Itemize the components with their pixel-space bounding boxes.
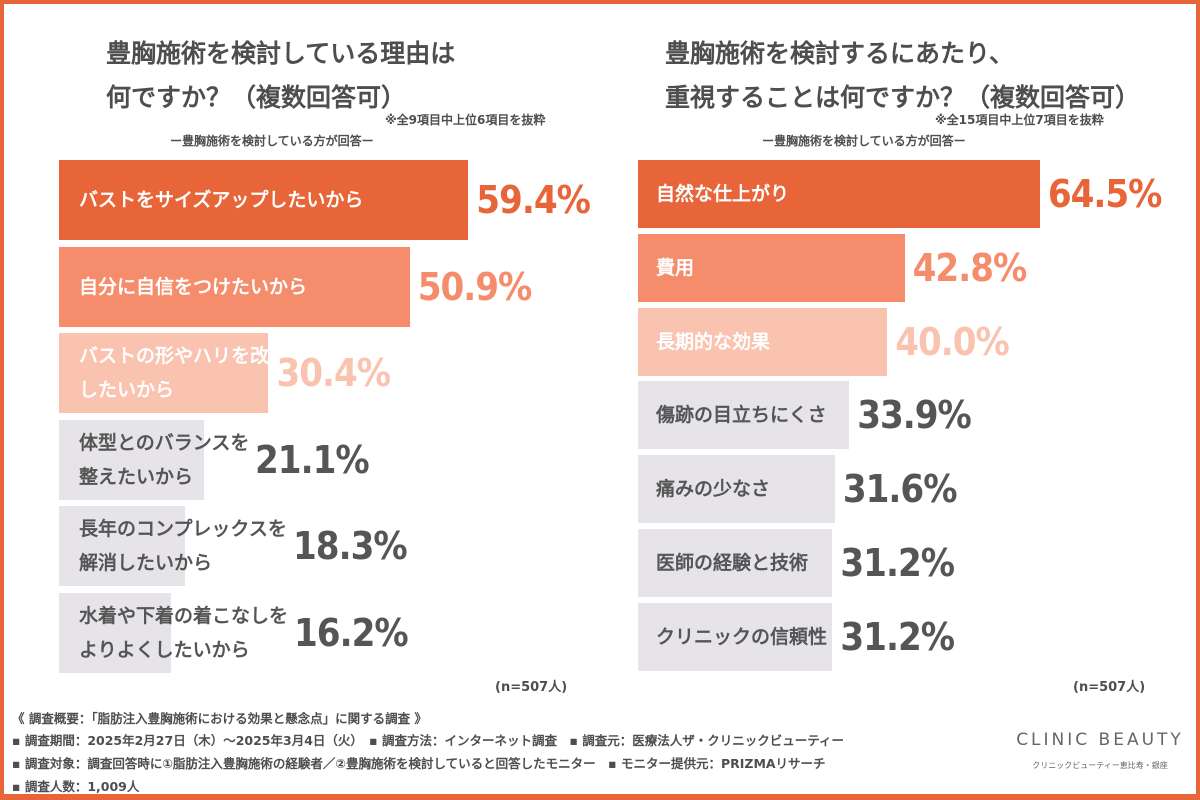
value-label: 50.9% [417,264,533,309]
note-left: ※全9項目中上位6項目を抜粋 [385,113,546,127]
bar-label: バストの形やハリを改善 したいから [79,345,289,401]
value-label: 18.3% [293,524,408,568]
chart-title-left: 豊胸施術を検討している理由は 何ですか？（複数回答可） [106,39,456,112]
sample-size-right: (n=507人) [1073,680,1146,695]
value-label: 31.2% [840,541,955,585]
bar [638,455,835,524]
logo-sub: クリニックビューティー恵比寿・銀座 [1032,761,1168,770]
bar-label: 自然な仕上がり [656,183,790,205]
footer-period: ▪ 調査期間：2025年2月27日（木）〜2025年3月4日（火） ▪ 調査方法… [12,733,845,748]
bar-label: 長期的な効果 [656,330,771,353]
bar [59,419,205,500]
bar-label: 傷跡の目立ちにくさ [656,404,827,427]
bar-label: 費用 [656,256,695,279]
bar [638,307,888,376]
bar-label: 自分に自信をつけたいから [79,275,308,298]
bar-label: 長年のコンプレックスを 解消したいから [79,518,287,574]
value-label: 33.9% [857,393,972,438]
bar-label: バストをサイズアップしたいから [79,189,364,211]
bar [638,233,905,302]
bar-label: 痛みの少なさ [656,478,771,501]
bar [59,333,269,413]
bar [59,246,410,327]
value-label: 16.2% [294,610,409,655]
bar [59,160,469,240]
value-label: 40.0% [895,319,1010,364]
value-label: 64.5% [1047,172,1163,216]
value-label: 42.8% [912,245,1028,290]
footer-summary: 《 調査概要：「脂肪注入豊胸施術における効果と懸念点」に関する調査 》 [12,711,427,726]
subtitle-left: ー豊胸施術を検討している方が回答ー [170,134,374,148]
note-right: ※全15項目中上位7項目を抜粋 [935,113,1104,127]
bar [638,381,850,450]
bar-label: 水着や下着の着こなしを よりよくしたいから [79,604,289,661]
bar [59,592,171,673]
value-label: 59.4% [476,178,591,222]
bar [638,160,1040,228]
bar [638,529,833,597]
bar [59,506,186,586]
value-label: 31.6% [842,467,958,512]
value-label: 31.2% [840,614,955,659]
footer-target: ▪ 調査対象：調査回答時に①脂肪注入豊胸施術の経験者／②豊胸施術を検討していると… [12,756,826,771]
bar-label: 医師の経験と技術 [656,552,809,574]
clinic-logo: CLINIC BEAUTY クリニックビューティー恵比寿・銀座 [1015,730,1185,771]
bar-label: 体型とのバランスを 整えたいから [79,431,250,488]
logo-name: CLINIC BEAUTY [1016,730,1184,750]
chart-title-right: 豊胸施術を検討するにあたり、 重視することは何ですか？（複数回答可） [665,39,1141,112]
sample-size-left: (n=507人) [495,680,568,695]
value-label: 30.4% [276,351,391,395]
bar-label: クリニックの信頼性 [656,625,828,648]
subtitle-right: ー豊胸施術を検討している方が回答ー [762,134,966,148]
footer-count: ▪ 調査人数：1,009人 [12,779,140,794]
bar [638,602,833,671]
value-label: 21.1% [255,437,370,482]
